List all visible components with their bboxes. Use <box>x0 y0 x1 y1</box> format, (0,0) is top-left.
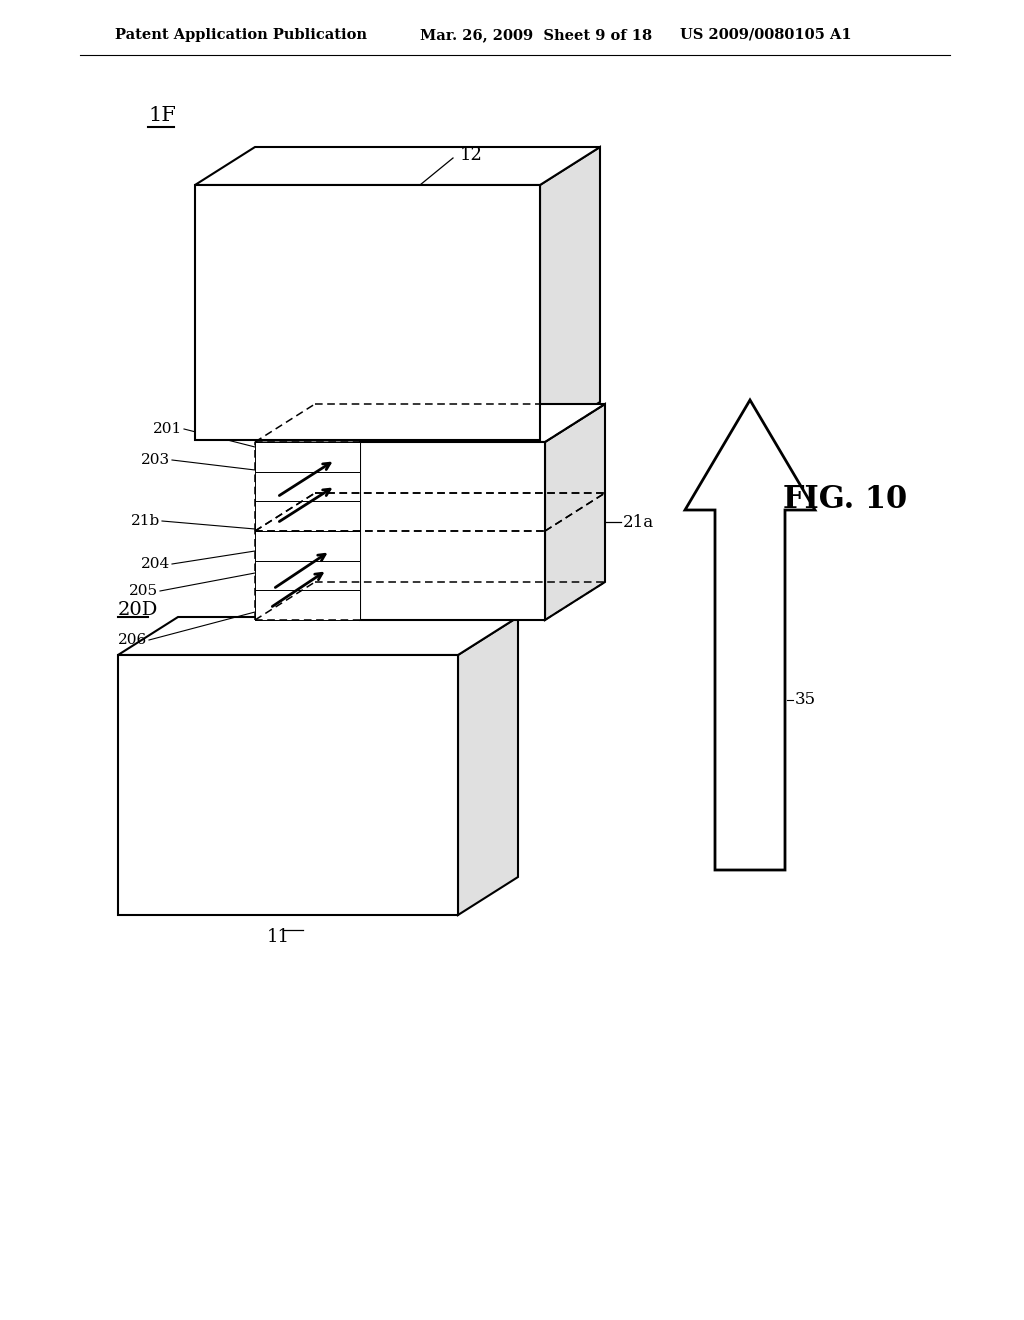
Text: 35: 35 <box>795 692 816 709</box>
Polygon shape <box>540 147 600 440</box>
Text: 206: 206 <box>118 634 147 647</box>
Text: 204: 204 <box>140 557 170 572</box>
Polygon shape <box>360 442 545 620</box>
Polygon shape <box>118 655 458 915</box>
Text: 205: 205 <box>129 583 158 598</box>
Text: Mar. 26, 2009  Sheet 9 of 18: Mar. 26, 2009 Sheet 9 of 18 <box>420 28 652 42</box>
Polygon shape <box>255 404 420 442</box>
Polygon shape <box>685 400 815 870</box>
Text: 21a: 21a <box>623 513 654 531</box>
Polygon shape <box>545 404 605 620</box>
Polygon shape <box>195 185 540 440</box>
Text: 21b: 21b <box>131 513 160 528</box>
Polygon shape <box>255 471 360 502</box>
Polygon shape <box>255 590 360 620</box>
Polygon shape <box>118 616 518 655</box>
Polygon shape <box>195 147 600 185</box>
Text: FIG. 10: FIG. 10 <box>783 484 907 516</box>
Text: 201: 201 <box>153 422 182 436</box>
Polygon shape <box>255 561 360 590</box>
Text: 203: 203 <box>141 453 170 467</box>
Text: 20D: 20D <box>118 601 159 619</box>
Text: 11: 11 <box>266 928 290 946</box>
Polygon shape <box>458 616 518 915</box>
Polygon shape <box>255 502 360 531</box>
Text: 1F: 1F <box>148 106 176 125</box>
Polygon shape <box>255 442 360 471</box>
Polygon shape <box>255 531 360 561</box>
Text: US 2009/0080105 A1: US 2009/0080105 A1 <box>680 28 852 42</box>
Polygon shape <box>360 404 605 442</box>
Text: 12: 12 <box>460 147 483 164</box>
Text: Patent Application Publication: Patent Application Publication <box>115 28 367 42</box>
